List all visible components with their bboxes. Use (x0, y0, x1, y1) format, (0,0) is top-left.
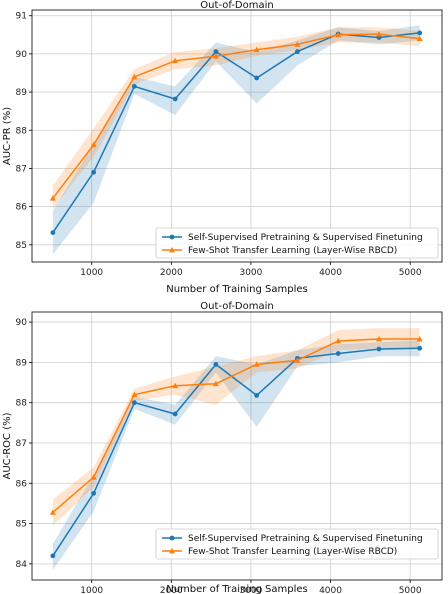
data-point-series-1 (254, 393, 259, 398)
confidence-band-series-2 (53, 27, 420, 208)
x-tick-label: 5000 (399, 268, 422, 278)
x-tick-label: 4000 (319, 586, 342, 594)
y-tick-label: 88 (16, 126, 28, 136)
y-tick-label: 87 (16, 164, 27, 174)
legend: Self-Supervised Pretraining & Supervised… (156, 529, 438, 559)
y-tick-label: 90 (16, 50, 28, 60)
y-axis-title: AUC-ROC (%) (2, 412, 13, 479)
data-point-series-1 (91, 491, 96, 496)
legend: Self-Supervised Pretraining & Supervised… (156, 228, 438, 258)
y-tick-label: 86 (16, 479, 28, 489)
y-tick-label: 85 (16, 520, 27, 530)
chart-title: Out-of-Domain (200, 0, 273, 11)
data-point-series-1 (173, 97, 178, 102)
legend-marker-series-1 (170, 235, 175, 240)
x-axis-title: Number of Training Samples (166, 284, 308, 295)
data-point-series-1 (377, 347, 382, 352)
data-point-series-1 (173, 412, 178, 417)
data-point-series-1 (91, 170, 96, 175)
y-tick-label: 88 (16, 399, 28, 409)
data-point-series-1 (132, 84, 137, 89)
legend-label-series-1: Self-Supervised Pretraining & Supervised… (188, 534, 423, 544)
data-point-series-1 (417, 346, 422, 351)
y-tick-label: 87 (16, 439, 27, 449)
chart-title: Out-of-Domain (200, 301, 273, 312)
x-tick-label: 1000 (80, 586, 103, 594)
y-axis-title: AUC-PR (%) (2, 107, 13, 165)
x-tick-label: 3000 (239, 268, 262, 278)
data-point-series-1 (336, 351, 341, 356)
legend-label-series-2: Few-Shot Transfer Learning (Layer-Wise R… (188, 547, 397, 557)
y-tick-label: 89 (16, 358, 28, 368)
data-point-series-1 (50, 553, 55, 558)
legend-label-series-1: Self-Supervised Pretraining & Supervised… (188, 233, 423, 243)
y-tick-label: 90 (16, 318, 28, 328)
y-tick-label: 91 (16, 12, 27, 22)
x-tick-label: 2000 (160, 268, 183, 278)
x-tick-label: 5000 (399, 586, 422, 594)
legend-label-series-2: Few-Shot Transfer Learning (Layer-Wise R… (188, 246, 397, 256)
chart-panel-2: 1000 2000 3000 4000 500084858687888990Out-of… (2, 301, 442, 594)
data-point-series-1 (214, 362, 219, 367)
y-tick-label: 84 (16, 560, 28, 570)
y-tick-label: 86 (16, 203, 28, 213)
data-point-series-1 (50, 230, 55, 235)
chart-panel-1: 1000 2000 3000 4000 5000 85 86 87 88 89 90 91 Out-of… (2, 0, 442, 295)
x-axis-title: Number of Training Samples (166, 584, 308, 594)
x-tick-label: 1000 (80, 268, 103, 278)
data-point-series-1 (295, 49, 300, 54)
data-point-series-1 (132, 400, 137, 405)
x-tick-label: 4000 (319, 268, 342, 278)
data-point-series-1 (417, 31, 422, 36)
data-point-series-1 (254, 76, 259, 81)
legend-marker-series-1 (170, 536, 175, 541)
y-tick-label: 85 (16, 241, 27, 251)
y-tick-label: 89 (16, 88, 28, 98)
